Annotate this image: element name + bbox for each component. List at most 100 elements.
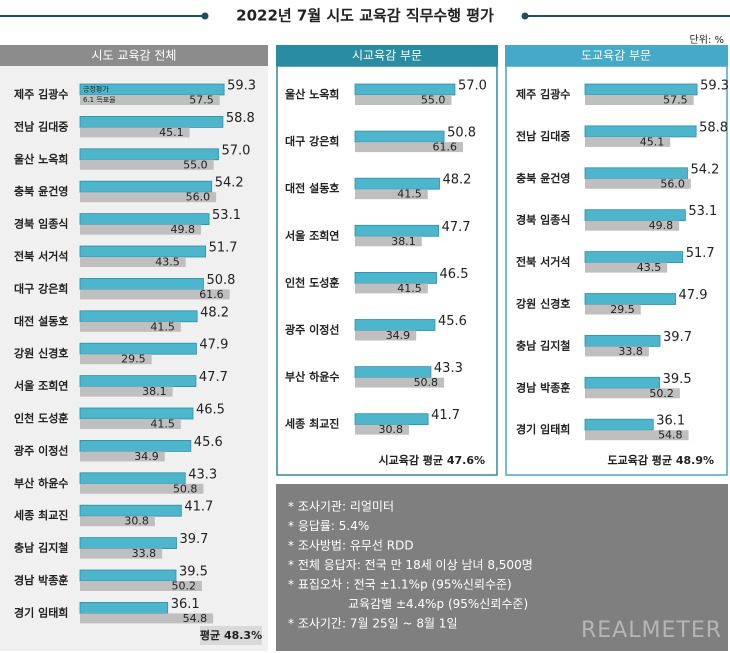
bar xyxy=(355,236,422,247)
bar xyxy=(79,569,177,582)
value-label: 29.5 xyxy=(121,353,146,366)
bar xyxy=(80,321,181,332)
bar xyxy=(79,537,177,549)
value-label: 51.7 xyxy=(686,246,715,261)
category-label: 충북 윤건영 xyxy=(14,184,68,198)
category-label: 강원 신경호 xyxy=(14,346,68,360)
bar xyxy=(585,304,641,315)
bar xyxy=(79,375,197,388)
value-label: 47.9 xyxy=(679,288,708,303)
value-label: 48.2 xyxy=(200,305,229,320)
bar xyxy=(585,262,668,273)
value-label: 45.6 xyxy=(194,435,223,450)
category-label: 충남 김지철 xyxy=(14,541,68,555)
category-label: 경북 임종식 xyxy=(516,213,570,227)
value-label: 59.3 xyxy=(227,79,256,94)
value-label: 38.1 xyxy=(391,235,416,248)
category-label: 전남 김대중 xyxy=(516,129,570,143)
value-label: 50.8 xyxy=(173,482,198,495)
value-label: 54.8 xyxy=(183,612,208,625)
category-label: 충북 윤건영 xyxy=(516,171,570,185)
category-label: 울산 노옥희 xyxy=(14,152,68,166)
note: * 전체 응답자: 전국 만 18세 이상 남녀 8,500명 xyxy=(288,558,533,572)
category-label: 세종 최교진 xyxy=(285,417,339,431)
category-label: 전북 서거석 xyxy=(516,255,570,269)
bar xyxy=(355,424,410,435)
category-label: 경기 임태희 xyxy=(14,605,68,619)
bar xyxy=(355,189,428,200)
value-label: 46.5 xyxy=(196,403,225,418)
bar xyxy=(80,516,155,527)
value-label: 50.2 xyxy=(171,580,196,593)
value-label: 59.3 xyxy=(700,79,729,94)
value-label: 50.8 xyxy=(206,273,235,288)
bar xyxy=(80,613,214,624)
bar xyxy=(585,430,689,441)
category-label: 광주 이정선 xyxy=(14,443,68,457)
value-label: 43.5 xyxy=(155,256,180,269)
legend-label: 긍정평가 xyxy=(83,85,109,94)
value-label: 33.8 xyxy=(618,345,643,358)
bar xyxy=(354,130,445,143)
category-label: 대전 설동호 xyxy=(285,181,339,195)
value-label: 57.0 xyxy=(458,79,487,94)
category-label: 전북 서거석 xyxy=(14,249,68,263)
panel-title: 시교육감 부문 xyxy=(352,49,422,63)
bar xyxy=(584,251,684,264)
value-label: 45.1 xyxy=(159,126,184,139)
note: * 조사방법: 유무선 RDD xyxy=(288,539,414,553)
value-label: 53.1 xyxy=(688,204,717,219)
category-label: 제주 김광수 xyxy=(14,87,68,101)
bar xyxy=(80,224,202,235)
category-label: 세종 최교진 xyxy=(14,508,68,522)
value-label: 41.7 xyxy=(431,408,460,423)
value-label: 57.5 xyxy=(663,94,688,107)
notes-box xyxy=(276,484,728,651)
value-label: 41.5 xyxy=(397,282,422,295)
bar xyxy=(80,581,202,591)
value-label: 36.1 xyxy=(171,597,200,612)
average-label: 도교육감 평균 48.9% xyxy=(607,453,714,467)
category-label: 경북 임종식 xyxy=(14,217,68,231)
panel-title: 시도 교육감 전체 xyxy=(92,49,177,63)
value-label: 56.0 xyxy=(660,177,685,190)
bar xyxy=(585,346,649,357)
value-label: 61.6 xyxy=(199,288,224,301)
value-label: 58.8 xyxy=(699,120,728,135)
value-label: 45.6 xyxy=(438,314,467,329)
category-label: 인천 도성훈 xyxy=(14,411,68,425)
panel-header xyxy=(0,45,268,66)
value-label: 43.3 xyxy=(188,467,217,482)
title: 2022년 7월 시도 교육감 직무수행 평가 xyxy=(236,7,494,25)
bar xyxy=(80,257,186,267)
value-label: 55.0 xyxy=(183,158,208,171)
category-label: 경남 박종훈 xyxy=(14,573,68,587)
bar xyxy=(355,330,417,341)
value-label: 56.0 xyxy=(186,191,211,204)
panel-header xyxy=(505,45,728,66)
value-label: 41.7 xyxy=(184,500,213,515)
value-label: 53.1 xyxy=(212,208,241,223)
bar xyxy=(79,472,186,485)
bar xyxy=(80,354,152,365)
bar xyxy=(80,419,181,429)
bar xyxy=(584,418,654,431)
category-label: 서울 조희연 xyxy=(14,379,68,393)
value-label: 49.8 xyxy=(649,219,674,232)
category-label: 서울 조희연 xyxy=(285,228,339,242)
value-label: 61.6 xyxy=(433,141,458,154)
average-label: 시교육감 평균 47.6% xyxy=(378,453,485,467)
category-label: 대구 강은희 xyxy=(14,281,68,295)
bar xyxy=(585,136,671,147)
value-label: 48.2 xyxy=(443,173,472,188)
bar xyxy=(355,377,445,388)
bar xyxy=(80,289,230,300)
category-label: 인천 도성훈 xyxy=(285,275,339,289)
bar xyxy=(355,142,464,153)
value-label: 58.8 xyxy=(226,111,255,126)
value-label: 49.8 xyxy=(171,223,196,236)
value-label: 39.7 xyxy=(663,330,692,345)
unit: 단위: % xyxy=(690,33,724,46)
value-label: 54.2 xyxy=(690,162,719,177)
